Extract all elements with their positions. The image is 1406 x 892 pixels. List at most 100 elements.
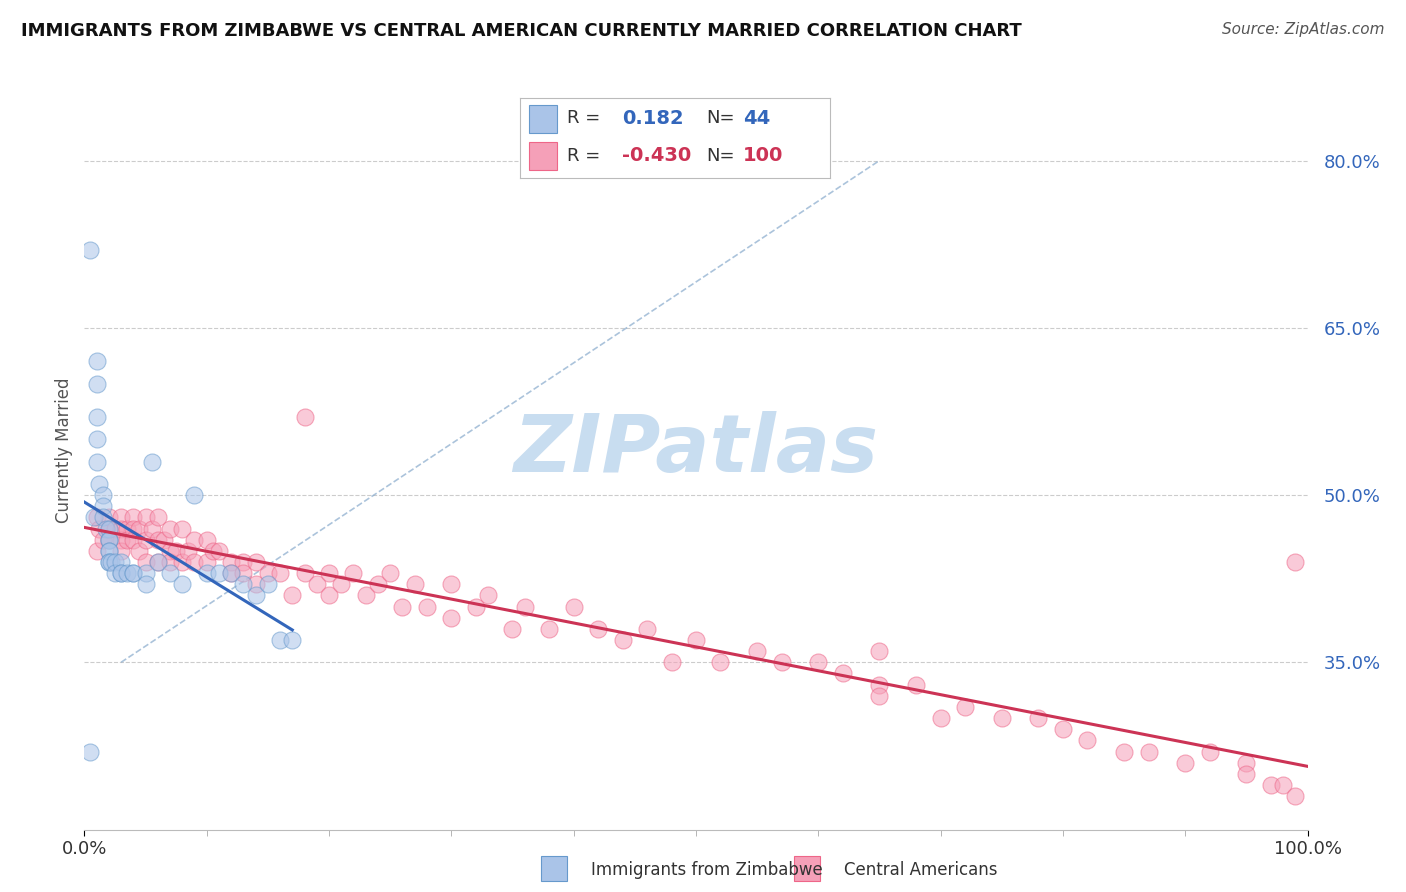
Text: ZIPatlas: ZIPatlas <box>513 411 879 490</box>
Point <box>380 566 402 580</box>
Point <box>404 577 426 591</box>
Point <box>770 655 793 669</box>
Point <box>219 566 242 580</box>
Point <box>208 543 231 558</box>
Point <box>354 589 377 603</box>
Point <box>159 543 181 558</box>
Point <box>1052 723 1074 737</box>
Point <box>97 510 120 524</box>
Point <box>219 566 242 580</box>
Point <box>110 566 132 580</box>
Text: Central Americans: Central Americans <box>844 861 997 879</box>
Point <box>83 510 105 524</box>
Point <box>100 555 122 569</box>
Point <box>636 622 658 636</box>
Point <box>661 655 683 669</box>
Text: Immigrants from Zimbabwe: Immigrants from Zimbabwe <box>591 861 823 879</box>
Point <box>141 521 163 535</box>
Point <box>128 543 150 558</box>
Point <box>440 610 463 624</box>
Point <box>86 410 108 425</box>
Point <box>135 555 157 569</box>
Point <box>172 555 194 569</box>
Text: Source: ZipAtlas.com: Source: ZipAtlas.com <box>1222 22 1385 37</box>
Point <box>110 510 132 524</box>
Point <box>86 354 108 368</box>
Point <box>79 744 101 758</box>
Point <box>172 521 194 535</box>
Point <box>86 543 108 558</box>
Point <box>177 543 200 558</box>
Point <box>104 555 127 569</box>
Text: 0.182: 0.182 <box>623 109 683 128</box>
Point <box>1236 766 1258 781</box>
Point <box>91 488 114 502</box>
Point <box>905 678 928 692</box>
Point <box>104 566 127 580</box>
Text: -0.430: -0.430 <box>623 146 692 165</box>
Point <box>110 543 132 558</box>
Point <box>232 577 254 591</box>
Point <box>96 521 118 535</box>
Point <box>477 589 499 603</box>
Point <box>104 521 127 535</box>
Point <box>219 555 242 569</box>
Point <box>538 622 561 636</box>
Point <box>97 533 120 547</box>
Point <box>115 566 138 580</box>
Point <box>110 533 132 547</box>
Point <box>869 678 891 692</box>
Point <box>245 589 267 603</box>
Point <box>79 243 101 257</box>
Point <box>122 521 145 535</box>
Point <box>97 543 120 558</box>
Point <box>91 499 114 513</box>
Point <box>201 543 224 558</box>
Point <box>115 521 138 535</box>
Point <box>86 454 108 468</box>
Point <box>195 566 218 580</box>
Point <box>1137 744 1160 758</box>
Text: R =: R = <box>567 147 600 165</box>
Point <box>294 566 316 580</box>
Point <box>91 533 114 547</box>
Point <box>281 589 304 603</box>
Point <box>208 566 231 580</box>
Point <box>257 577 280 591</box>
Point <box>115 533 138 547</box>
Point <box>953 699 976 714</box>
Point <box>440 577 463 591</box>
Point <box>330 577 353 591</box>
Point <box>135 533 157 547</box>
Point <box>416 599 439 614</box>
Point <box>245 577 267 591</box>
Point <box>281 633 304 648</box>
Point <box>367 577 389 591</box>
Point <box>269 566 291 580</box>
Point <box>232 555 254 569</box>
Point <box>135 510 157 524</box>
Point <box>165 543 187 558</box>
Y-axis label: Currently Married: Currently Married <box>55 377 73 524</box>
Point <box>86 510 108 524</box>
Point <box>1236 756 1258 770</box>
Text: R =: R = <box>567 109 600 128</box>
Point <box>110 521 132 535</box>
Point <box>91 510 114 524</box>
Point <box>929 711 952 725</box>
Point <box>269 633 291 648</box>
Text: IMMIGRANTS FROM ZIMBABWE VS CENTRAL AMERICAN CURRENTLY MARRIED CORRELATION CHART: IMMIGRANTS FROM ZIMBABWE VS CENTRAL AMER… <box>21 22 1022 40</box>
Point <box>305 577 328 591</box>
Point <box>318 566 340 580</box>
Point <box>831 666 853 681</box>
Point <box>1198 744 1220 758</box>
Point <box>342 566 364 580</box>
Point <box>1260 778 1282 792</box>
Point <box>86 376 108 391</box>
Point <box>122 533 145 547</box>
Bar <box>530 142 557 170</box>
Point <box>869 644 891 658</box>
Point <box>502 622 524 636</box>
Point <box>122 566 145 580</box>
Point <box>232 566 254 580</box>
